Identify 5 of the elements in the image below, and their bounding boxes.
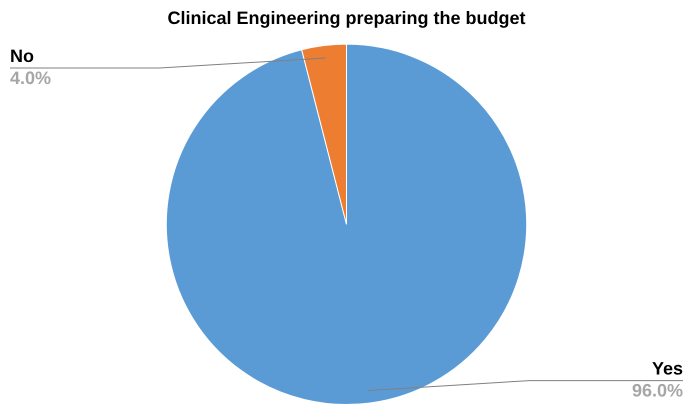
- slice-label: No: [10, 46, 34, 66]
- data-label: 4.0%: [10, 68, 52, 88]
- slice-label: Yes: [652, 358, 683, 379]
- data-label: 96.0%: [632, 380, 683, 401]
- chart-title: Clinical Engineering preparing the budget: [167, 8, 526, 28]
